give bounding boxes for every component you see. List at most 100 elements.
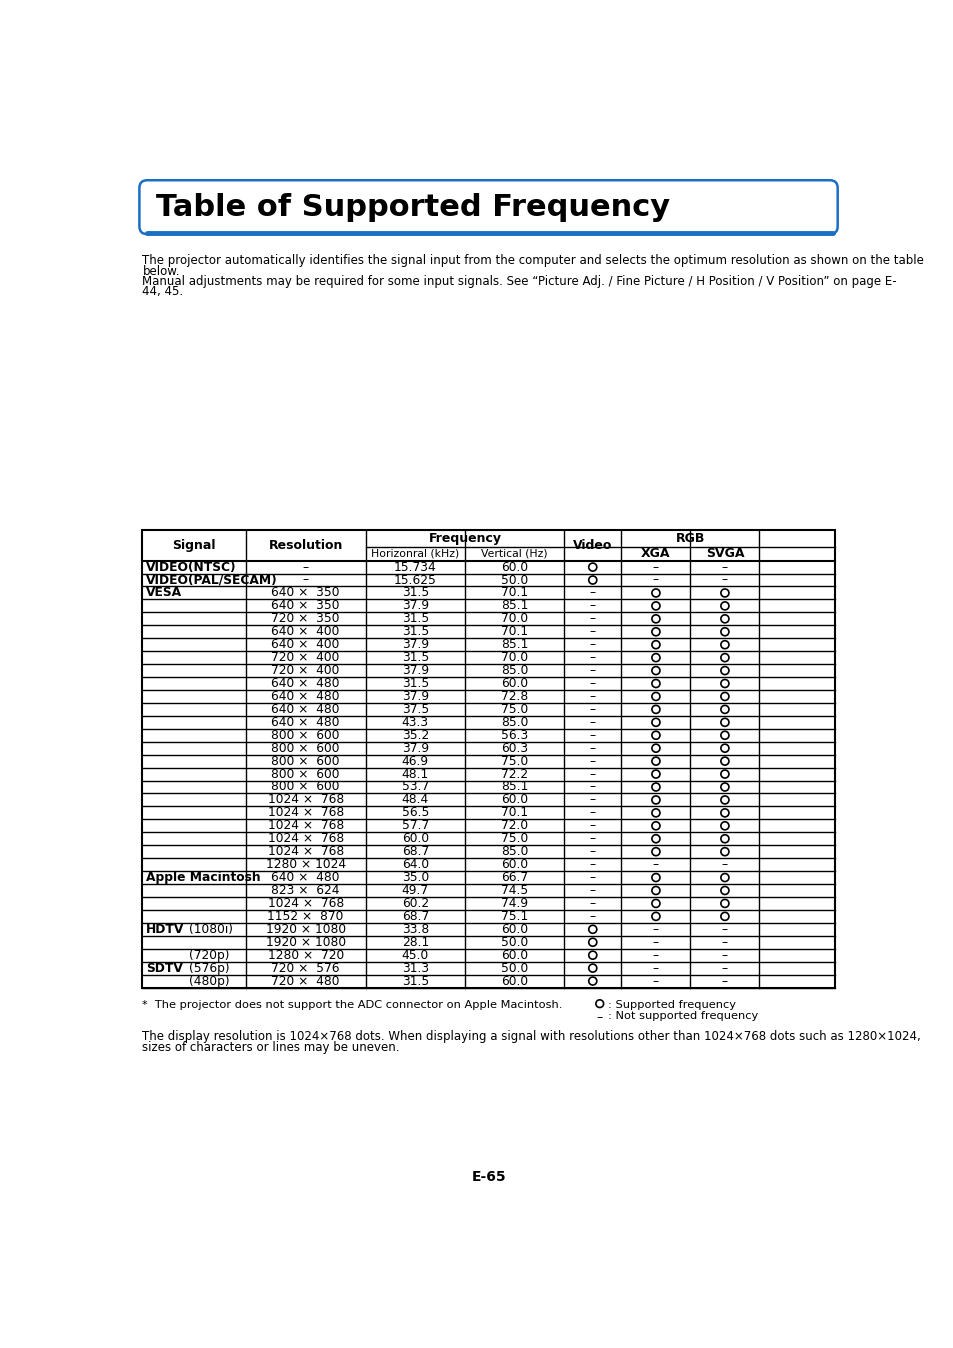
Text: 1152 ×  870: 1152 × 870 — [267, 910, 343, 923]
Text: –: – — [652, 573, 659, 586]
Text: –: – — [721, 573, 727, 586]
Text: –: – — [589, 806, 596, 820]
Text: 60.3: 60.3 — [500, 741, 528, 755]
Text: 50.0: 50.0 — [500, 936, 528, 949]
Text: –: – — [302, 561, 309, 574]
Text: 1920 × 1080: 1920 × 1080 — [265, 936, 345, 949]
Text: 50.0: 50.0 — [500, 573, 528, 586]
Text: 44, 45.: 44, 45. — [142, 286, 183, 298]
Text: 720 ×  350: 720 × 350 — [271, 612, 339, 625]
Text: 70.0: 70.0 — [500, 651, 528, 665]
Text: 60.2: 60.2 — [401, 896, 429, 910]
Text: –: – — [589, 651, 596, 665]
Text: 640 ×  480: 640 × 480 — [271, 702, 339, 716]
Text: –: – — [652, 961, 659, 975]
Text: –: – — [652, 949, 659, 961]
Text: 640 ×  480: 640 × 480 — [271, 690, 339, 702]
Text: 28.1: 28.1 — [401, 936, 429, 949]
Text: 57.7: 57.7 — [401, 820, 429, 832]
Text: 85.1: 85.1 — [500, 638, 528, 651]
Text: The display resolution is 1024×768 dots. When displaying a signal with resolutio: The display resolution is 1024×768 dots.… — [142, 1030, 921, 1043]
Text: 31.3: 31.3 — [401, 961, 429, 975]
Text: 60.0: 60.0 — [500, 949, 528, 961]
Text: 1024 ×  768: 1024 × 768 — [267, 845, 343, 859]
Text: 720 ×  400: 720 × 400 — [272, 651, 339, 665]
Text: –: – — [589, 845, 596, 859]
Text: 85.1: 85.1 — [500, 600, 528, 612]
Text: 48.1: 48.1 — [401, 767, 429, 780]
Text: 48.4: 48.4 — [401, 794, 429, 806]
Text: 60.0: 60.0 — [500, 859, 528, 871]
Text: –: – — [721, 936, 727, 949]
Text: SDTV: SDTV — [146, 961, 183, 975]
Text: Video: Video — [573, 539, 612, 551]
Text: 720 ×  576: 720 × 576 — [271, 961, 339, 975]
Text: –: – — [652, 923, 659, 936]
Text: 31.5: 31.5 — [401, 651, 429, 665]
Text: –: – — [652, 936, 659, 949]
Text: –: – — [589, 832, 596, 845]
Text: –: – — [721, 961, 727, 975]
Text: *  The projector does not support the ADC connector on Apple Macintosh.: * The projector does not support the ADC… — [142, 1000, 562, 1010]
Text: –: – — [589, 820, 596, 832]
Text: 45.0: 45.0 — [401, 949, 429, 961]
Text: 31.5: 31.5 — [401, 625, 429, 638]
Text: 70.1: 70.1 — [500, 806, 528, 820]
Text: –: – — [589, 612, 596, 625]
Text: 75.0: 75.0 — [500, 832, 528, 845]
Text: 75.1: 75.1 — [500, 910, 528, 923]
Text: Signal: Signal — [172, 539, 215, 551]
Text: 56.3: 56.3 — [500, 729, 528, 741]
Text: 1024 ×  768: 1024 × 768 — [267, 896, 343, 910]
Text: 640 ×  480: 640 × 480 — [271, 716, 339, 729]
Text: 53.7: 53.7 — [401, 780, 429, 794]
Text: 60.0: 60.0 — [500, 923, 528, 936]
Text: –: – — [652, 859, 659, 871]
Text: 800 ×  600: 800 × 600 — [271, 767, 339, 780]
Text: 33.8: 33.8 — [401, 923, 429, 936]
Text: –: – — [589, 690, 596, 702]
FancyBboxPatch shape — [139, 181, 837, 235]
Text: –: – — [652, 975, 659, 988]
Text: Frequency: Frequency — [428, 532, 501, 545]
Text: 70.1: 70.1 — [500, 586, 528, 600]
Text: 640 ×  400: 640 × 400 — [272, 638, 339, 651]
Text: Manual adjustments may be required for some input signals. See “Picture Adj. / F: Manual adjustments may be required for s… — [142, 275, 896, 288]
Text: VIDEO(NTSC): VIDEO(NTSC) — [146, 561, 236, 574]
Text: 68.7: 68.7 — [401, 845, 429, 859]
Text: 1280 × 1024: 1280 × 1024 — [265, 859, 345, 871]
Text: 60.0: 60.0 — [500, 794, 528, 806]
Text: : Not supported frequency: : Not supported frequency — [608, 1011, 758, 1020]
Text: 15.625: 15.625 — [394, 573, 436, 586]
Text: –: – — [721, 561, 727, 574]
Text: –: – — [721, 923, 727, 936]
Text: SVGA: SVGA — [705, 547, 743, 561]
Text: –: – — [596, 1011, 602, 1023]
Text: 60.0: 60.0 — [500, 561, 528, 574]
Text: 60.0: 60.0 — [401, 832, 429, 845]
Text: 1024 ×  768: 1024 × 768 — [267, 794, 343, 806]
Text: 800 ×  600: 800 × 600 — [271, 755, 339, 767]
Text: –: – — [721, 975, 727, 988]
Text: 64.0: 64.0 — [401, 859, 429, 871]
Text: 56.5: 56.5 — [401, 806, 429, 820]
Text: 800 ×  600: 800 × 600 — [271, 729, 339, 741]
Text: 70.1: 70.1 — [500, 625, 528, 638]
Text: 85.0: 85.0 — [500, 665, 528, 677]
Bar — [142, 530, 835, 988]
Text: VIDEO(PAL/SECAM): VIDEO(PAL/SECAM) — [146, 573, 277, 586]
Text: 640 ×  480: 640 × 480 — [271, 871, 339, 884]
Text: 800 ×  600: 800 × 600 — [271, 741, 339, 755]
Text: Resolution: Resolution — [268, 539, 342, 551]
Text: 800 ×  600: 800 × 600 — [271, 780, 339, 794]
Text: RGB: RGB — [675, 532, 704, 545]
Text: 823 ×  624: 823 × 624 — [271, 884, 339, 896]
Text: –: – — [589, 794, 596, 806]
Text: HDTV: HDTV — [146, 923, 185, 936]
Text: 31.5: 31.5 — [401, 586, 429, 600]
Text: 66.7: 66.7 — [500, 871, 528, 884]
Text: 1920 × 1080: 1920 × 1080 — [265, 923, 345, 936]
Text: 60.0: 60.0 — [500, 677, 528, 690]
Text: (576p): (576p) — [189, 961, 230, 975]
Text: 50.0: 50.0 — [500, 961, 528, 975]
